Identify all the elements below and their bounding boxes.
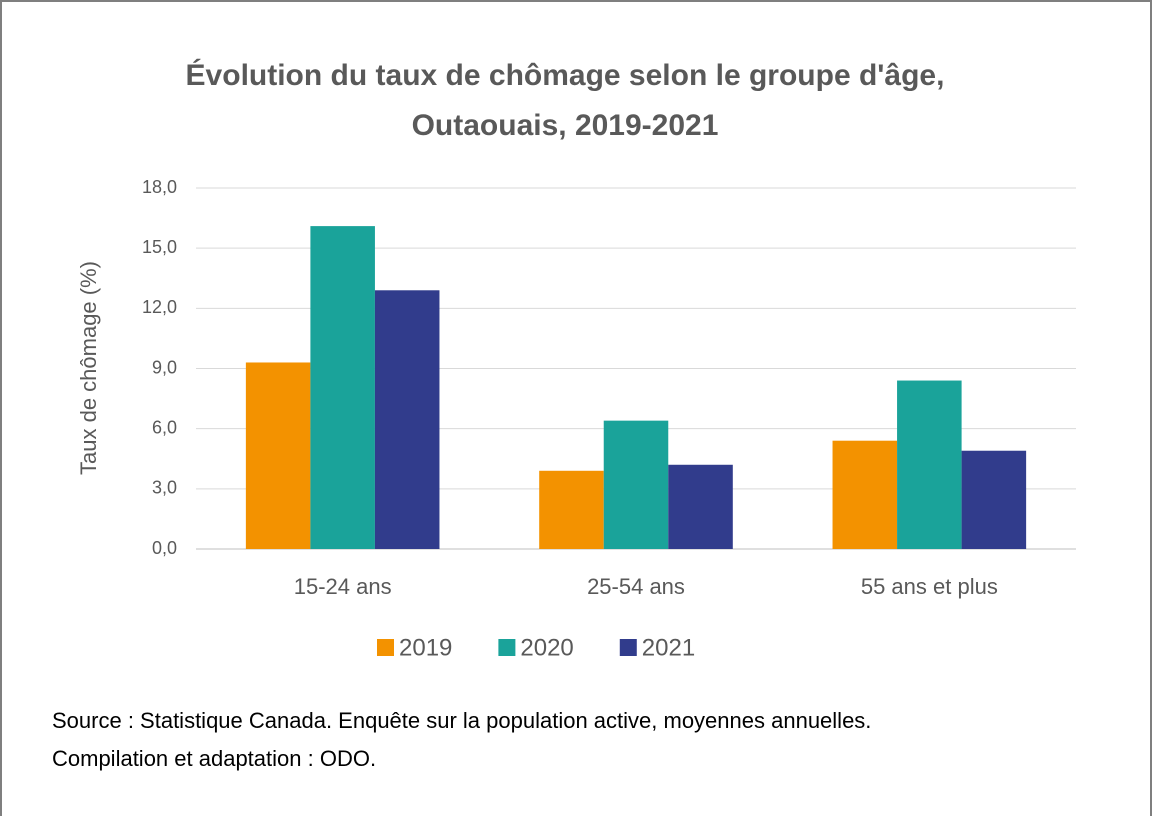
bar — [310, 226, 375, 549]
y-tick-label: 3,0 — [152, 478, 177, 498]
y-tick-label: 9,0 — [152, 357, 177, 377]
y-tick-label: 18,0 — [142, 177, 177, 197]
bar — [961, 450, 1027, 549]
bar — [832, 440, 898, 549]
legend-swatch — [498, 639, 516, 656]
x-tick-label: 25-54 ans — [587, 574, 685, 599]
legend-label: 2021 — [642, 634, 695, 661]
y-tick-label: 15,0 — [142, 237, 177, 257]
bar — [245, 362, 311, 549]
y-tick-label: 6,0 — [152, 417, 177, 437]
source-note: Source : Statistique Canada. Enquête sur… — [52, 708, 871, 733]
legend-swatch — [619, 639, 637, 656]
legend-label: 2019 — [399, 634, 452, 661]
chart-title: Évolution du taux de chômage selon le gr… — [186, 58, 945, 92]
y-tick-label: 12,0 — [142, 297, 177, 317]
bar — [668, 464, 733, 549]
y-axis-label: Taux de chômage (%) — [76, 261, 101, 475]
source-note: Compilation et adaptation : ODO. — [52, 746, 376, 771]
bar — [897, 380, 962, 549]
bar — [374, 290, 440, 549]
x-tick-label: 55 ans et plus — [861, 574, 998, 599]
y-tick-label: 0,0 — [152, 538, 177, 558]
chart-title: Outaouais, 2019-2021 — [412, 109, 719, 142]
x-tick-label: 15-24 ans — [294, 574, 392, 599]
legend-label: 2020 — [520, 634, 573, 661]
bar — [603, 420, 669, 549]
legend-swatch — [377, 639, 394, 656]
bar — [539, 470, 604, 549]
